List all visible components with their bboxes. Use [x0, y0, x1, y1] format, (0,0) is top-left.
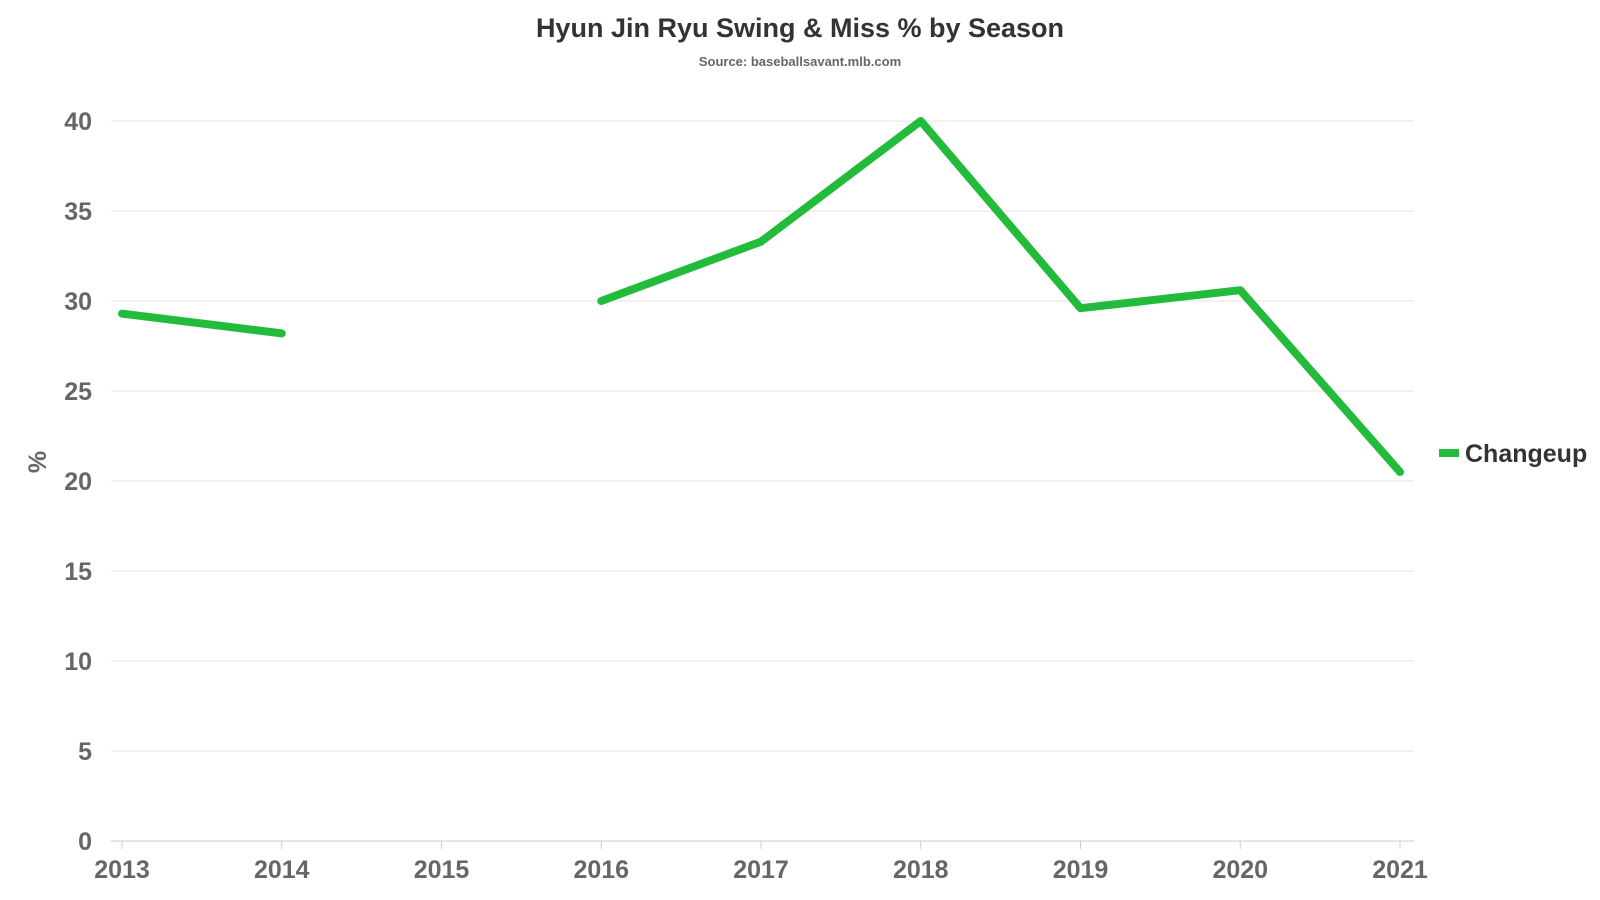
y-tick-label: 35: [64, 198, 92, 226]
legend-swatch: [1439, 449, 1459, 457]
x-tick-label: 2017: [733, 856, 789, 884]
chart-title: Hyun Jin Ryu Swing & Miss % by Season: [536, 13, 1064, 43]
x-tick-label: 2019: [1053, 856, 1109, 884]
chart-subtitle: Source: baseballsavant.mlb.com: [699, 54, 901, 69]
x-tick-label: 2014: [254, 856, 310, 884]
y-tick-label: 5: [78, 738, 92, 766]
x-tick-label: 2013: [94, 856, 150, 884]
x-tick-label: 2021: [1372, 856, 1428, 884]
y-tick-label: 30: [64, 288, 92, 316]
series-line-segment: [597, 117, 1404, 476]
y-tick-label: 15: [64, 558, 92, 586]
y-axis-label: %: [24, 451, 52, 473]
x-tick-label: 2018: [893, 856, 949, 884]
legend-label: Changeup: [1465, 440, 1587, 468]
x-tick-label: 2016: [573, 856, 629, 884]
y-tick-label: 25: [64, 378, 92, 406]
y-tick-label: 10: [64, 648, 92, 676]
series-line-segment: [118, 309, 286, 338]
y-tick-label: 20: [64, 468, 92, 496]
x-tick-label: 2020: [1212, 856, 1268, 884]
x-tick-label: 2015: [414, 856, 470, 884]
y-tick-label: 0: [78, 828, 92, 856]
y-tick-label: 40: [64, 108, 92, 136]
